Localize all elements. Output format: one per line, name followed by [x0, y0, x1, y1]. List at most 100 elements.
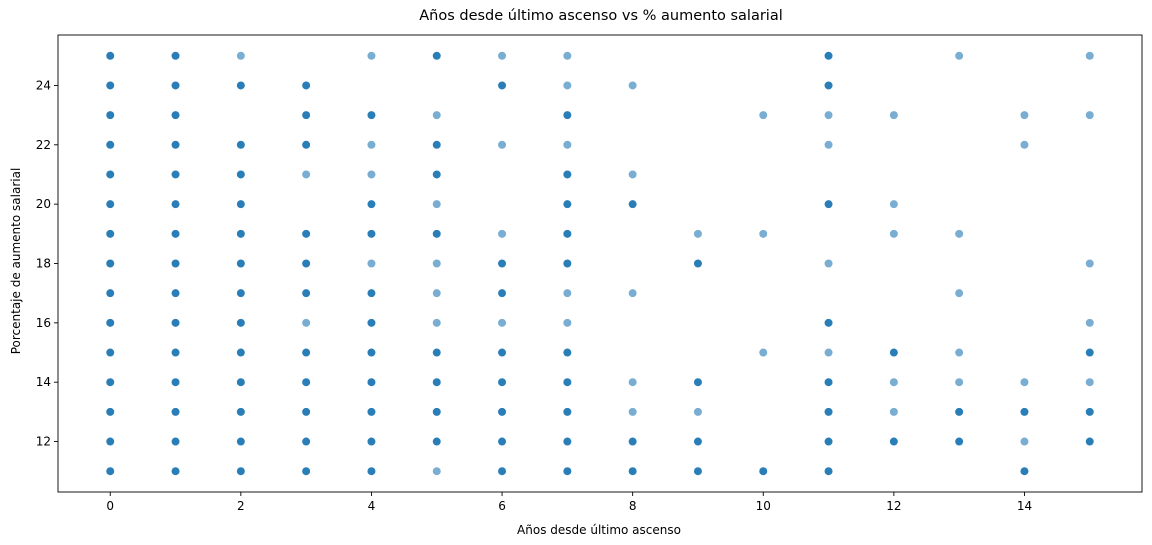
data-point	[366, 110, 377, 120]
data-point	[236, 51, 246, 61]
data-point	[1085, 407, 1095, 417]
data-point	[889, 110, 899, 120]
data-point	[1019, 407, 1030, 417]
data-point	[954, 288, 964, 298]
data-point	[432, 199, 442, 209]
data-point	[301, 377, 311, 387]
data-point	[301, 169, 311, 180]
y-tick-label: 24	[36, 78, 51, 92]
data-point	[170, 258, 181, 269]
data-point	[628, 80, 638, 91]
data-point	[301, 80, 311, 91]
data-point	[562, 140, 572, 150]
data-point	[497, 318, 507, 328]
data-point	[889, 199, 899, 209]
chart-title: Años desde último ascenso vs % aumento s…	[419, 8, 783, 24]
y-axis-label: Porcentaje de aumento salarial	[9, 168, 23, 355]
data-point	[497, 140, 507, 150]
x-tick-label: 2	[237, 499, 245, 513]
data-point	[1085, 258, 1095, 269]
data-point	[105, 407, 115, 417]
data-point	[236, 169, 246, 180]
data-point	[105, 80, 115, 91]
data-point	[170, 466, 181, 476]
data-point	[366, 258, 377, 269]
data-point	[432, 288, 442, 298]
data-point	[236, 407, 246, 417]
data-point	[497, 288, 507, 298]
x-axis: 0 2 4 6 8 10 12 14	[106, 492, 1032, 513]
data-point	[889, 347, 899, 358]
data-point	[105, 169, 115, 180]
data-point	[236, 377, 246, 387]
data-point	[693, 377, 703, 387]
data-point	[236, 140, 246, 150]
data-point	[366, 199, 377, 209]
x-tick-label: 4	[368, 499, 376, 513]
data-point	[823, 347, 834, 358]
data-point	[693, 436, 703, 447]
data-point	[628, 169, 638, 180]
data-point	[366, 169, 377, 180]
data-point	[170, 377, 181, 387]
data-point	[170, 318, 181, 328]
data-point	[105, 229, 115, 239]
data-point	[628, 288, 638, 298]
data-point	[954, 377, 964, 387]
data-point	[693, 407, 703, 417]
y-tick-label: 22	[36, 138, 51, 152]
data-point	[366, 436, 377, 447]
data-point	[1019, 436, 1030, 447]
data-point	[823, 466, 834, 476]
data-point	[170, 199, 181, 209]
data-point	[366, 377, 377, 387]
data-point	[236, 318, 246, 328]
data-point	[628, 377, 638, 387]
data-point	[301, 288, 311, 298]
data-point	[366, 140, 377, 150]
data-point	[170, 288, 181, 298]
data-point	[823, 51, 834, 61]
data-point	[432, 318, 442, 328]
data-point	[497, 347, 507, 358]
data-point	[497, 466, 507, 476]
data-point	[366, 288, 377, 298]
data-point	[432, 229, 442, 239]
data-point	[1085, 347, 1095, 358]
data-point	[954, 51, 964, 61]
y-axis: 12 14 16 18 20 22 24	[36, 78, 58, 449]
data-point	[497, 229, 507, 239]
data-point	[823, 140, 834, 150]
data-point	[758, 347, 768, 358]
data-point	[170, 51, 181, 61]
data-point	[954, 347, 964, 358]
data-point	[758, 229, 768, 239]
data-point	[170, 436, 181, 447]
data-point	[301, 347, 311, 358]
data-point	[1019, 110, 1030, 120]
data-point	[105, 140, 115, 150]
data-point	[432, 169, 442, 180]
data-point	[366, 318, 377, 328]
data-point	[1019, 466, 1030, 476]
data-point	[562, 258, 572, 269]
data-point	[823, 436, 834, 447]
data-point	[823, 80, 834, 91]
data-point	[366, 347, 377, 358]
data-point	[758, 110, 768, 120]
data-point	[301, 110, 311, 120]
data-point	[1085, 110, 1095, 120]
data-point	[236, 347, 246, 358]
x-tick-label: 6	[498, 499, 506, 513]
data-point	[105, 199, 115, 209]
data-point	[366, 51, 377, 61]
data-point	[301, 140, 311, 150]
x-tick-label: 12	[886, 499, 901, 513]
data-point	[432, 466, 442, 476]
x-axis-label: Años desde último ascenso	[517, 523, 681, 537]
data-point	[105, 347, 115, 358]
data-point	[1085, 436, 1095, 447]
data-point	[1019, 377, 1030, 387]
data-point	[432, 436, 442, 447]
data-point	[301, 407, 311, 417]
